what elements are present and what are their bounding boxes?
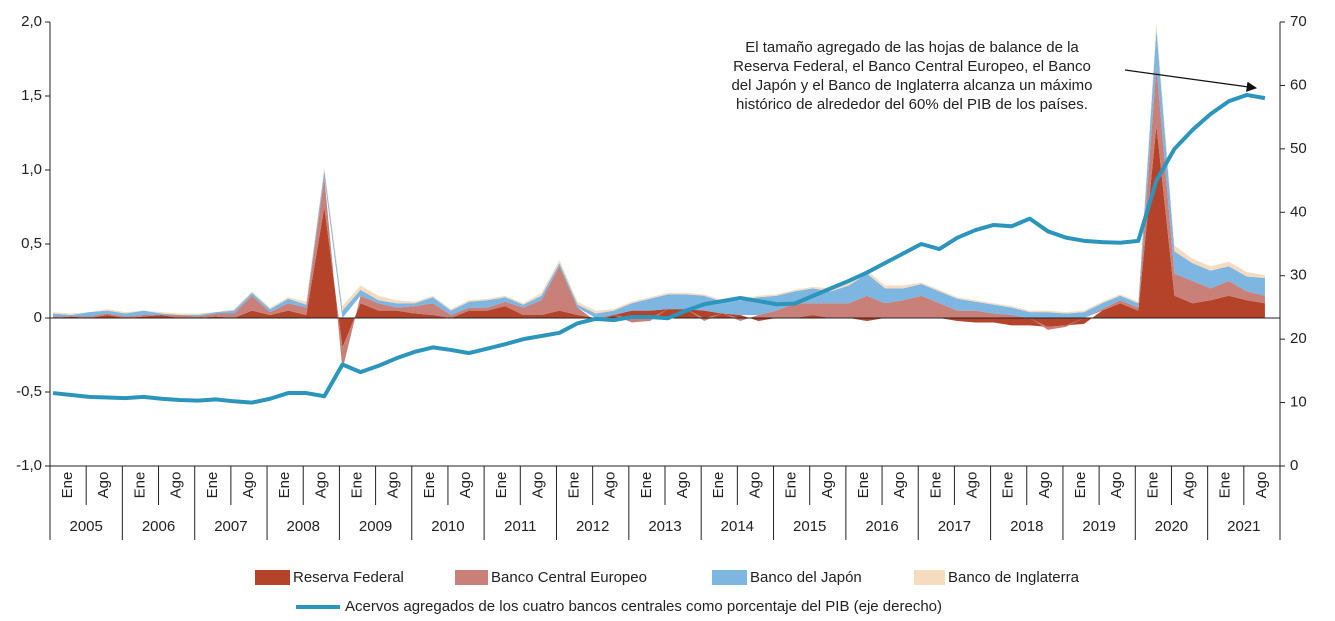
year-label: 2021 <box>1227 518 1260 535</box>
month-label: Ago <box>602 472 619 499</box>
month-label: Ene <box>421 472 438 499</box>
annotation-arrow <box>1124 69 1258 92</box>
month-label: Ene <box>204 472 221 499</box>
year-label: 2008 <box>287 518 320 535</box>
month-label: Ene <box>566 472 583 499</box>
month-label: Ago <box>168 472 185 499</box>
month-label: Ago <box>529 472 546 499</box>
year-label: 2005 <box>69 518 102 535</box>
y2-tick-label: 10 <box>1290 394 1307 411</box>
month-label: Ene <box>348 472 365 499</box>
legend-label: Banco del Japón <box>750 569 862 586</box>
month-label: Ago <box>674 472 691 499</box>
month-label: Ago <box>1253 472 1270 499</box>
legend-swatch <box>712 570 747 585</box>
legend-swatch <box>455 570 488 585</box>
year-label: 2006 <box>142 518 175 535</box>
year-label: 2014 <box>721 518 754 535</box>
month-label: Ene <box>927 472 944 499</box>
month-label: Ene <box>493 472 510 499</box>
year-label: 2019 <box>1082 518 1115 535</box>
month-label: Ago <box>1108 472 1125 499</box>
annotation: histórico de alrededor del 60% del PIB d… <box>736 96 1088 113</box>
legend-label: Reserva Federal <box>293 569 404 586</box>
month-label: Ago <box>1036 472 1053 499</box>
y-tick-label: -0,5 <box>16 383 42 400</box>
year-label: 2010 <box>431 518 464 535</box>
month-label: Ene <box>59 472 76 499</box>
year-label: 2012 <box>576 518 609 535</box>
month-label: Ene <box>1144 472 1161 499</box>
month-label: Ene <box>783 472 800 499</box>
month-label: Ene <box>276 472 293 499</box>
line <box>52 92 1266 405</box>
legend-label: Acervos agregados de los cuatro bancos c… <box>345 598 942 615</box>
y-tick-label: 0 <box>34 309 42 326</box>
year-label: 2009 <box>359 518 392 535</box>
month-label: Ago <box>963 472 980 499</box>
month-label: Ago <box>746 472 763 499</box>
month-label: Ene <box>1217 472 1234 499</box>
month-label: Ago <box>819 472 836 499</box>
month-label: Ago <box>240 472 257 499</box>
year-label: 2015 <box>793 518 826 535</box>
y-tick-label: 1,0 <box>21 161 42 178</box>
y-tick-label: 2,0 <box>21 13 42 30</box>
annotation: del Japón y el Banco de Inglaterra alcan… <box>731 77 1092 94</box>
month-label: Ago <box>385 472 402 499</box>
month-label: Ene <box>855 472 872 499</box>
legend-label: Banco de Inglaterra <box>948 569 1080 586</box>
legend-swatch <box>255 570 290 585</box>
year-label: 2007 <box>214 518 247 535</box>
y2-tick-label: 30 <box>1290 267 1307 284</box>
month-label: Ene <box>1000 472 1017 499</box>
y-tick-label: 0,5 <box>21 235 42 252</box>
y2-tick-label: 0 <box>1290 457 1298 474</box>
month-label: Ago <box>891 472 908 499</box>
year-label: 2017 <box>938 518 971 535</box>
y2-tick-label: 20 <box>1290 330 1307 347</box>
month-label: Ago <box>95 472 112 499</box>
year-label: 2020 <box>1155 518 1188 535</box>
annotation: Reserva Federal, el Banco Central Europe… <box>733 58 1091 75</box>
month-label: Ago <box>1181 472 1198 499</box>
month-label: Ene <box>131 472 148 499</box>
month-label: Ene <box>638 472 655 499</box>
legend-swatch <box>914 570 945 585</box>
month-label: Ene <box>1072 472 1089 499</box>
y2-tick-label: 50 <box>1290 140 1307 157</box>
month-label: Ago <box>457 472 474 499</box>
y2-tick-label: 70 <box>1290 13 1307 30</box>
legend-label: Banco Central Europeo <box>491 569 647 586</box>
year-label: 2016 <box>865 518 898 535</box>
year-label: 2011 <box>504 518 536 535</box>
year-label: 2013 <box>648 518 681 535</box>
annotation: El tamaño agregado de las hojas de balan… <box>745 39 1079 56</box>
y-tick-label: 1,5 <box>21 87 42 104</box>
y-tick-label: -1,0 <box>16 457 42 474</box>
y2-tick-label: 40 <box>1290 203 1307 220</box>
month-label: Ene <box>710 472 727 499</box>
month-label: Ago <box>312 472 329 499</box>
year-label: 2018 <box>1010 518 1043 535</box>
y2-tick-label: 60 <box>1290 76 1307 93</box>
